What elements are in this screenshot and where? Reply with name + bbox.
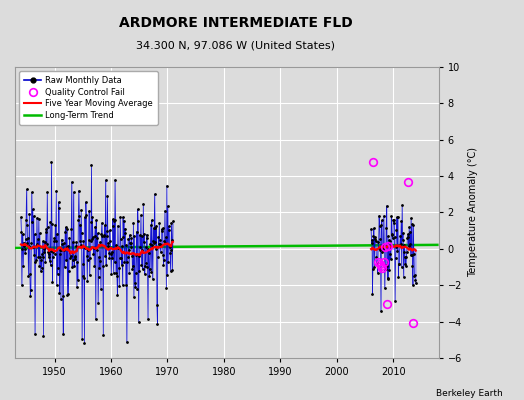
Text: ARDMORE INTERMEDIATE FLD: ARDMORE INTERMEDIATE FLD [119, 16, 353, 30]
Text: 34.300 N, 97.086 W (United States): 34.300 N, 97.086 W (United States) [136, 40, 335, 50]
Y-axis label: Temperature Anomaly (°C): Temperature Anomaly (°C) [467, 148, 477, 278]
Legend: Raw Monthly Data, Quality Control Fail, Five Year Moving Average, Long-Term Tren: Raw Monthly Data, Quality Control Fail, … [19, 71, 158, 125]
Text: Berkeley Earth: Berkeley Earth [436, 389, 503, 398]
